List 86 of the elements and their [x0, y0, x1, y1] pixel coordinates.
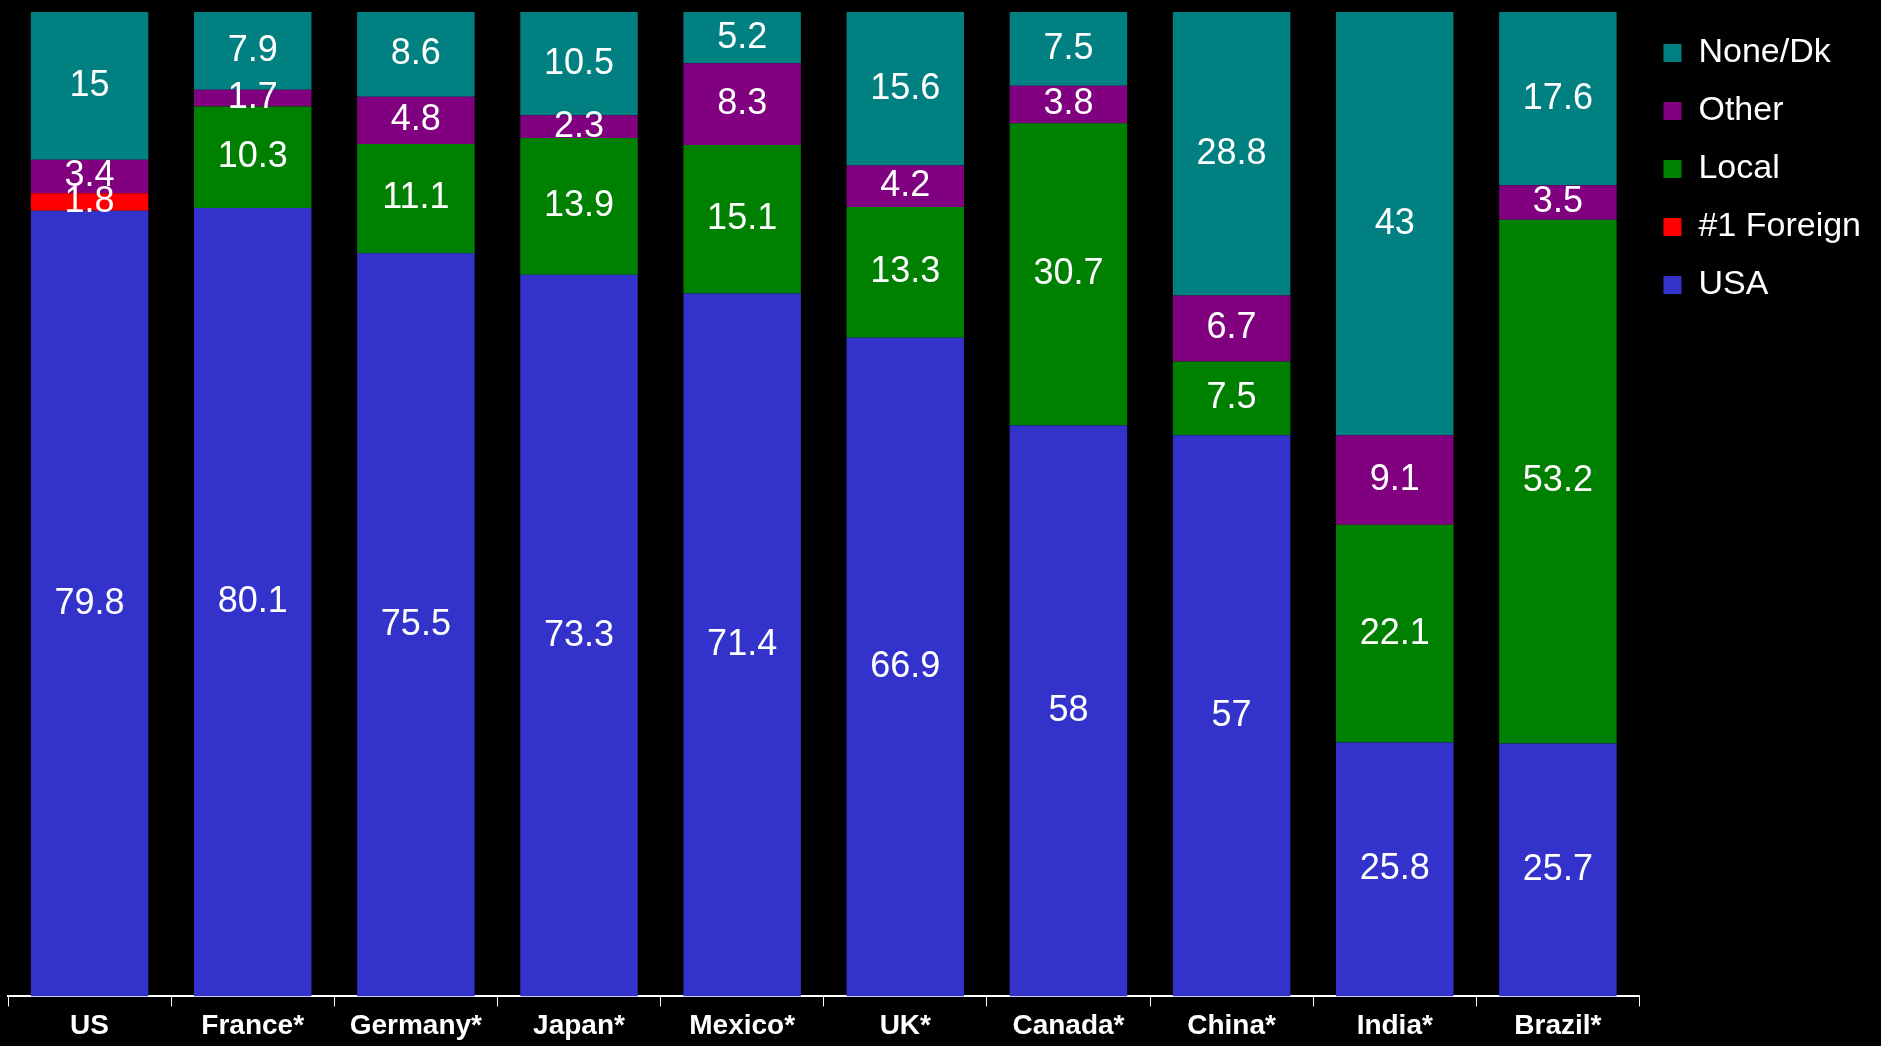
- x-tick-label: Mexico*: [689, 1008, 796, 1040]
- bar: [846, 206, 965, 338]
- x-tick-label: US: [70, 1008, 110, 1040]
- bar: [1336, 742, 1454, 997]
- data-label: 58: [1048, 687, 1089, 729]
- data-label: 66.9: [870, 644, 941, 686]
- data-label: 22.1: [1359, 610, 1430, 652]
- x-tick-label: China*: [1187, 1008, 1277, 1040]
- bar: [193, 106, 312, 208]
- data-label: 6.7: [1206, 305, 1257, 347]
- legend-label: USA: [1698, 263, 1769, 302]
- data-label: 30.7: [1033, 251, 1104, 293]
- data-label: 15.6: [870, 65, 941, 107]
- data-label: 79.8: [54, 580, 125, 622]
- data-label: 8.3: [717, 80, 768, 122]
- data-label: 4.8: [390, 97, 441, 139]
- bar: [193, 207, 312, 997]
- data-label: 75.5: [380, 601, 451, 643]
- data-label: 43: [1374, 200, 1415, 242]
- bar: [1336, 435, 1454, 525]
- data-label: 11.1: [382, 175, 450, 217]
- data-label: 15: [69, 62, 110, 104]
- bar: [1009, 425, 1128, 997]
- legend-label: None/Dk: [1698, 31, 1832, 70]
- x-tick-label: UK*: [879, 1008, 932, 1040]
- bar: [1499, 743, 1617, 997]
- data-label: 10.3: [217, 134, 288, 176]
- data-label: 71.4: [707, 621, 778, 663]
- data-label: 1.7: [227, 75, 278, 117]
- bar: [357, 96, 475, 144]
- bar: [846, 337, 965, 997]
- bar: [357, 253, 475, 997]
- bar: [357, 12, 475, 97]
- bar: [1172, 435, 1291, 997]
- legend-label: Local: [1698, 147, 1780, 186]
- bar: [1499, 12, 1617, 186]
- legend-label: Other: [1698, 89, 1784, 128]
- legend-label: #1 Foreign: [1698, 205, 1861, 244]
- data-label: 13.3: [870, 249, 941, 291]
- bar: [683, 144, 801, 294]
- x-tick-label: Germany*: [349, 1008, 483, 1040]
- bar: [1172, 295, 1291, 362]
- bar: [1499, 219, 1617, 744]
- bar: [30, 210, 149, 997]
- data-label: 15.1: [707, 196, 778, 238]
- data-label: 9.1: [1369, 457, 1420, 498]
- data-label: 25.7: [1522, 846, 1593, 888]
- bar: [1172, 12, 1291, 296]
- bar: [1336, 524, 1454, 743]
- data-label: 3.5: [1532, 179, 1583, 221]
- data-label: 7.5: [1043, 25, 1094, 67]
- bar: [683, 12, 801, 64]
- data-label: 5.2: [717, 14, 768, 56]
- bar: [1009, 12, 1128, 86]
- bar: [30, 12, 149, 160]
- data-label: 73.3: [543, 612, 615, 654]
- data-label: 53.2: [1522, 458, 1593, 500]
- data-label: 80.1: [217, 579, 288, 621]
- data-label: 10.5: [543, 40, 615, 82]
- data-label: 57: [1211, 692, 1252, 734]
- data-label: 4.2: [880, 163, 931, 205]
- x-tick-label: Japan*: [533, 1008, 626, 1040]
- bar: [1172, 361, 1291, 436]
- x-tick-label: India*: [1356, 1008, 1433, 1040]
- x-tick-label: Brazil*: [1514, 1008, 1602, 1040]
- bar: [1499, 185, 1617, 220]
- data-label: 25.8: [1359, 846, 1430, 888]
- bar: [683, 63, 801, 145]
- data-label: 7.9: [227, 27, 278, 69]
- data-label: 17.6: [1522, 75, 1593, 117]
- bar: [520, 274, 638, 997]
- data-label: 28.8: [1196, 130, 1267, 172]
- data-label: 3.8: [1043, 81, 1094, 123]
- bar: [1009, 123, 1128, 426]
- data-label: 8.6: [390, 31, 441, 73]
- x-tick-label: Canada*: [1012, 1008, 1125, 1040]
- x-tick-label: France*: [201, 1008, 305, 1040]
- data-label: 7.5: [1206, 375, 1257, 417]
- data-label: 2.3: [553, 103, 605, 145]
- bar: [357, 143, 475, 254]
- bar: [846, 165, 965, 207]
- bar: [1336, 12, 1454, 436]
- data-label: 13.9: [543, 183, 615, 225]
- bar: [846, 12, 965, 166]
- bar: [683, 293, 801, 997]
- bar: [520, 138, 638, 275]
